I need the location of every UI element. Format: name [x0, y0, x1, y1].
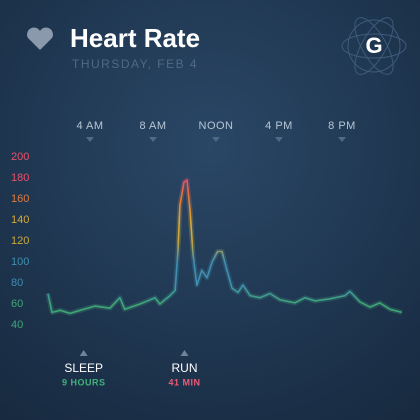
x-tick-label: NOON — [199, 120, 234, 132]
annotation-marker — [79, 350, 88, 356]
y-tick-label: 60 — [11, 298, 23, 310]
y-tick-label: 140 — [11, 214, 29, 226]
y-tick-label: 80 — [11, 277, 23, 289]
logo: G — [365, 33, 382, 58]
chart-subtitle: THURSDAY, FEB 4 — [72, 57, 198, 71]
x-tick-mark — [212, 137, 220, 142]
chart-title: Heart Rate — [70, 23, 200, 53]
annotation-detail: 9 HOURS — [62, 377, 106, 387]
heart-icon — [27, 27, 53, 50]
heart-rate-line — [47, 179, 403, 315]
annotation-label: RUN — [172, 361, 198, 375]
x-tick-mark — [275, 137, 283, 142]
x-tick-label: 4 PM — [265, 120, 293, 132]
x-tick-label: 8 PM — [328, 120, 356, 132]
x-tick-mark — [149, 137, 157, 142]
y-tick-label: 160 — [11, 193, 29, 205]
y-tick-label: 40 — [11, 319, 23, 331]
annotation-detail: 41 MIN — [168, 377, 200, 387]
y-tick-label: 120 — [11, 235, 29, 247]
x-tick-mark — [338, 137, 346, 142]
y-tick-label: 200 — [11, 151, 29, 163]
y-tick-label: 100 — [11, 256, 29, 268]
logo-rings — [341, 17, 407, 75]
y-tick-label: 180 — [11, 172, 29, 184]
x-tick-label: 8 AM — [139, 120, 166, 132]
annotation-marker — [180, 350, 189, 356]
x-tick-mark — [86, 137, 94, 142]
x-tick-label: 4 AM — [76, 120, 103, 132]
annotation-label: SLEEP — [64, 361, 103, 375]
